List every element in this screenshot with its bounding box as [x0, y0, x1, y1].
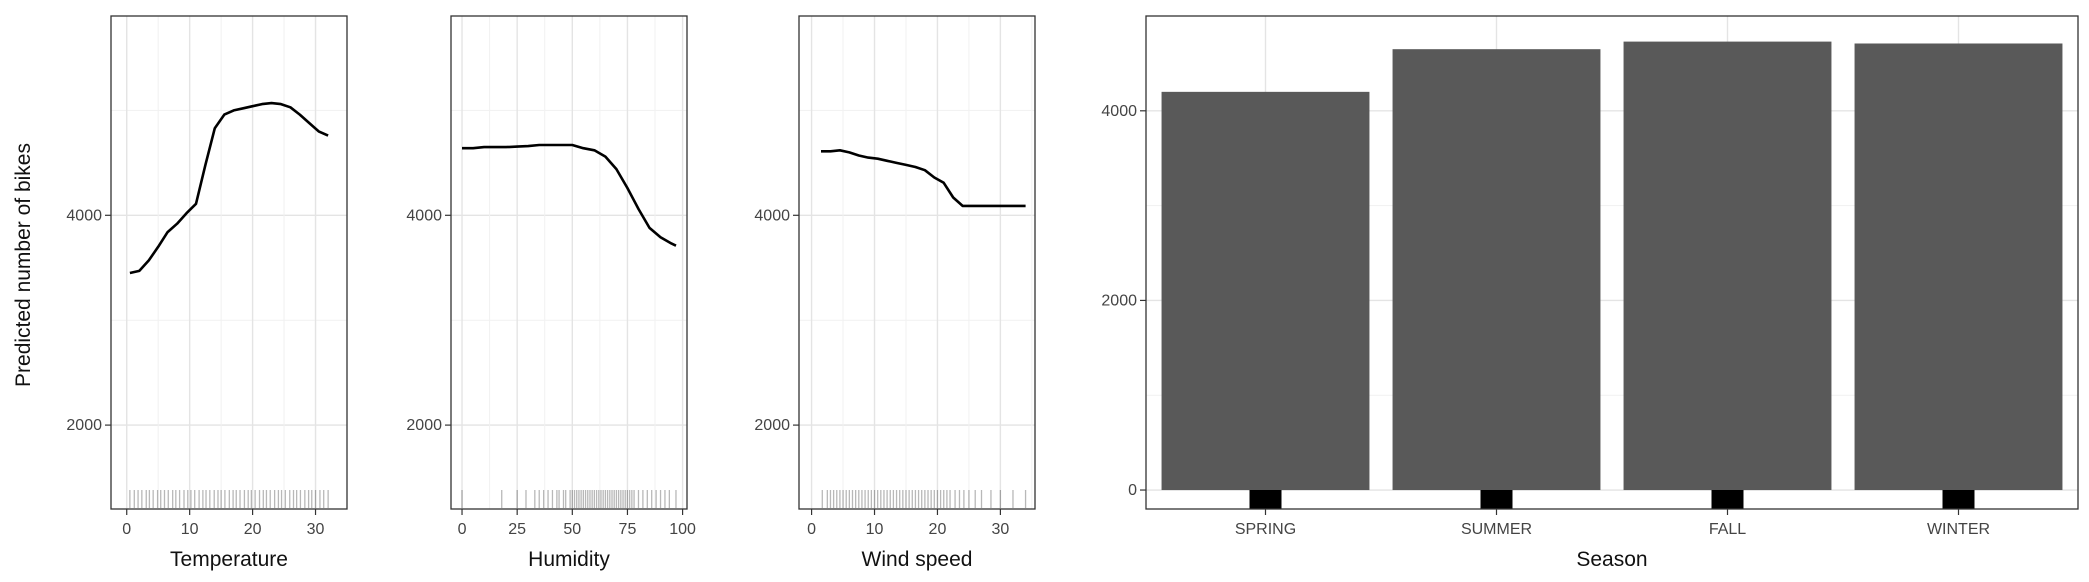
y-tick-label: 2000	[406, 417, 442, 434]
y-tick-label: 4000	[66, 207, 102, 224]
season-axes: 0 2000 4000 SPRING SUMMER FALL WINTER	[1101, 103, 1990, 538]
humidity-panel-border	[450, 15, 688, 510]
temperature-panel: 2000 4000 0 10 20 30 Temperature	[66, 15, 348, 571]
x-tick-label: 30	[991, 521, 1009, 538]
season-axis-title: Season	[1576, 548, 1647, 571]
x-tick-label: 0	[458, 521, 467, 538]
x-tick-label: FALL	[1709, 521, 1746, 538]
season-bars	[1161, 41, 2063, 491]
humidity-panel: 2000 4000 0 25 50 75 100 Humidity	[406, 15, 696, 571]
y-tick-label: 2000	[66, 417, 102, 434]
y-tick-label: 2000	[1101, 292, 1137, 309]
temperature-rug	[129, 490, 329, 508]
humidity-axes: 2000 4000 0 25 50 75 100	[406, 207, 696, 538]
x-tick-label: SPRING	[1235, 521, 1296, 538]
temperature-panel-border	[110, 15, 348, 510]
y-axis-title: Predicted number of bikes	[12, 143, 35, 387]
temperature-pd-line	[129, 101, 329, 275]
x-tick-label: SUMMER	[1461, 521, 1532, 538]
rug-mark	[1711, 490, 1744, 509]
x-tick-label: 75	[619, 521, 637, 538]
bar-summer	[1392, 49, 1601, 491]
y-tick-label: 4000	[754, 207, 790, 224]
x-tick-label: 20	[244, 521, 262, 538]
rug-mark	[1480, 490, 1513, 509]
x-tick-label: 10	[181, 521, 199, 538]
wind-speed-rug	[821, 490, 1027, 508]
wind-speed-pd-line	[821, 149, 1026, 208]
temperature-grid	[111, 16, 347, 509]
humidity-grid	[451, 16, 687, 509]
x-tick-label: 30	[307, 521, 325, 538]
bar-spring	[1161, 91, 1370, 491]
temperature-axes: 2000 4000 0 10 20 30	[66, 207, 324, 538]
wind-speed-axes: 2000 4000 0 10 20 30	[754, 207, 1009, 538]
bar-winter	[1854, 43, 2063, 491]
wind-speed-panel-border	[798, 15, 1036, 510]
wind-speed-axis-title: Wind speed	[862, 548, 973, 571]
x-tick-label: 100	[669, 521, 696, 538]
rug-mark	[1249, 490, 1282, 509]
season-panel-border	[1145, 15, 2079, 510]
y-tick-label: 4000	[406, 207, 442, 224]
bar-fall	[1623, 41, 1832, 491]
humidity-axis-title: Humidity	[528, 548, 610, 571]
x-tick-label: WINTER	[1927, 521, 1990, 538]
x-tick-label: 10	[866, 521, 884, 538]
x-tick-label: 0	[807, 521, 816, 538]
x-tick-label: 50	[563, 521, 581, 538]
wind-speed-panel: 2000 4000 0 10 20 30 Wind speed	[754, 15, 1036, 571]
season-panel: 0 2000 4000 SPRING SUMMER FALL WINTER Season	[1101, 15, 2079, 571]
x-tick-label: 20	[929, 521, 947, 538]
x-tick-label: 25	[508, 521, 526, 538]
temperature-axis-title: Temperature	[170, 548, 288, 571]
wind-speed-grid	[799, 16, 1035, 509]
y-tick-label: 4000	[1101, 103, 1137, 120]
y-tick-label: 2000	[754, 417, 790, 434]
humidity-rug	[461, 490, 677, 508]
humidity-pd-line	[462, 143, 677, 247]
y-tick-label: 0	[1128, 482, 1137, 499]
x-tick-label: 0	[122, 521, 131, 538]
rug-mark	[1942, 490, 1975, 509]
season-rug	[1249, 490, 1975, 509]
